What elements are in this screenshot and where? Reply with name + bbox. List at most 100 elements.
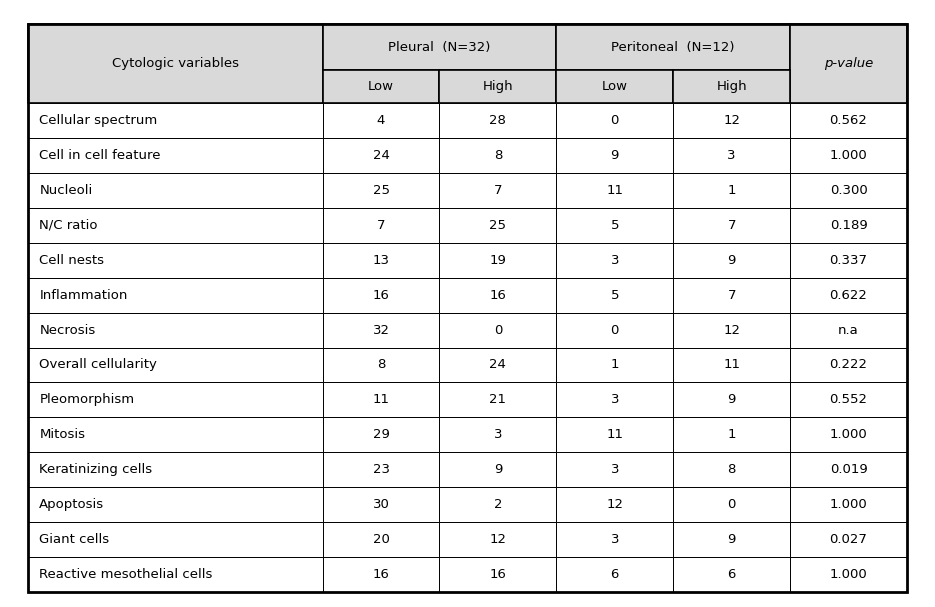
Text: 8: 8 bbox=[494, 149, 502, 162]
Text: 0.019: 0.019 bbox=[829, 463, 868, 476]
Text: Cellular spectrum: Cellular spectrum bbox=[39, 114, 157, 127]
Bar bbox=[790, 173, 907, 208]
Bar bbox=[673, 487, 790, 522]
Bar bbox=[556, 208, 673, 243]
Bar bbox=[323, 382, 439, 418]
Text: 0.622: 0.622 bbox=[829, 289, 868, 302]
Text: 7: 7 bbox=[727, 219, 736, 232]
Bar bbox=[323, 208, 439, 243]
Bar bbox=[673, 313, 790, 347]
Text: 1: 1 bbox=[727, 184, 736, 197]
Text: 1.000: 1.000 bbox=[829, 429, 868, 441]
Bar bbox=[28, 557, 323, 592]
Bar bbox=[439, 70, 556, 103]
Bar bbox=[790, 138, 907, 173]
Bar bbox=[439, 313, 556, 347]
Text: 24: 24 bbox=[489, 359, 507, 371]
Text: 12: 12 bbox=[489, 533, 507, 546]
Text: Cell in cell feature: Cell in cell feature bbox=[39, 149, 161, 162]
Bar bbox=[673, 70, 790, 103]
Text: Mitosis: Mitosis bbox=[39, 429, 85, 441]
Bar bbox=[323, 452, 439, 487]
Bar bbox=[439, 278, 556, 313]
Text: 0.552: 0.552 bbox=[829, 393, 868, 406]
Bar bbox=[556, 24, 790, 70]
Text: 1: 1 bbox=[611, 359, 619, 371]
Text: 9: 9 bbox=[727, 533, 736, 546]
Bar bbox=[28, 243, 323, 278]
Text: 11: 11 bbox=[723, 359, 741, 371]
Bar bbox=[673, 418, 790, 452]
Text: 24: 24 bbox=[372, 149, 390, 162]
Text: 16: 16 bbox=[372, 289, 390, 302]
Bar bbox=[323, 278, 439, 313]
Bar bbox=[323, 173, 439, 208]
Bar bbox=[439, 382, 556, 418]
Bar bbox=[673, 103, 790, 138]
Text: 9: 9 bbox=[611, 149, 619, 162]
Text: 16: 16 bbox=[489, 568, 507, 581]
Bar bbox=[673, 522, 790, 557]
Bar bbox=[556, 70, 673, 103]
Bar bbox=[323, 313, 439, 347]
Text: 3: 3 bbox=[727, 149, 736, 162]
Bar bbox=[323, 418, 439, 452]
Bar bbox=[28, 103, 323, 138]
Bar bbox=[556, 347, 673, 382]
Text: 3: 3 bbox=[611, 533, 619, 546]
Text: p-value: p-value bbox=[824, 57, 873, 70]
Bar bbox=[790, 557, 907, 592]
Text: 8: 8 bbox=[727, 463, 736, 476]
Bar bbox=[28, 208, 323, 243]
Text: 12: 12 bbox=[606, 498, 624, 511]
Bar bbox=[439, 347, 556, 382]
Text: 20: 20 bbox=[372, 533, 390, 546]
Bar bbox=[790, 522, 907, 557]
Text: 3: 3 bbox=[494, 429, 502, 441]
Bar bbox=[28, 24, 323, 103]
Bar bbox=[790, 418, 907, 452]
Bar bbox=[439, 138, 556, 173]
Bar bbox=[673, 382, 790, 418]
Bar bbox=[28, 452, 323, 487]
Bar bbox=[556, 138, 673, 173]
Text: 0.562: 0.562 bbox=[829, 114, 868, 127]
Bar bbox=[323, 557, 439, 592]
Text: Nucleoli: Nucleoli bbox=[39, 184, 93, 197]
Bar bbox=[790, 278, 907, 313]
Text: 11: 11 bbox=[606, 429, 624, 441]
Bar bbox=[439, 418, 556, 452]
Text: 9: 9 bbox=[727, 254, 736, 266]
Text: 0.300: 0.300 bbox=[829, 184, 868, 197]
Text: Reactive mesothelial cells: Reactive mesothelial cells bbox=[39, 568, 212, 581]
Bar bbox=[439, 243, 556, 278]
Text: 7: 7 bbox=[494, 184, 502, 197]
Bar bbox=[28, 418, 323, 452]
Bar bbox=[28, 347, 323, 382]
Text: 12: 12 bbox=[723, 324, 741, 336]
Text: 11: 11 bbox=[606, 184, 624, 197]
Bar bbox=[673, 557, 790, 592]
Bar bbox=[790, 452, 907, 487]
Text: 23: 23 bbox=[372, 463, 390, 476]
Bar bbox=[323, 522, 439, 557]
Text: 1.000: 1.000 bbox=[829, 498, 868, 511]
Text: 16: 16 bbox=[372, 568, 390, 581]
Bar bbox=[323, 243, 439, 278]
Bar bbox=[556, 382, 673, 418]
Bar bbox=[323, 487, 439, 522]
Bar bbox=[28, 382, 323, 418]
Text: 0.189: 0.189 bbox=[829, 219, 868, 232]
Bar bbox=[556, 313, 673, 347]
Bar bbox=[790, 24, 907, 103]
Bar bbox=[439, 487, 556, 522]
Text: 0: 0 bbox=[727, 498, 736, 511]
Text: 0: 0 bbox=[611, 114, 619, 127]
Text: Low: Low bbox=[368, 80, 394, 93]
Text: Giant cells: Giant cells bbox=[39, 533, 109, 546]
Text: 9: 9 bbox=[727, 393, 736, 406]
Text: N/C ratio: N/C ratio bbox=[39, 219, 98, 232]
Bar bbox=[28, 173, 323, 208]
Text: 0.027: 0.027 bbox=[829, 533, 868, 546]
Bar bbox=[556, 243, 673, 278]
